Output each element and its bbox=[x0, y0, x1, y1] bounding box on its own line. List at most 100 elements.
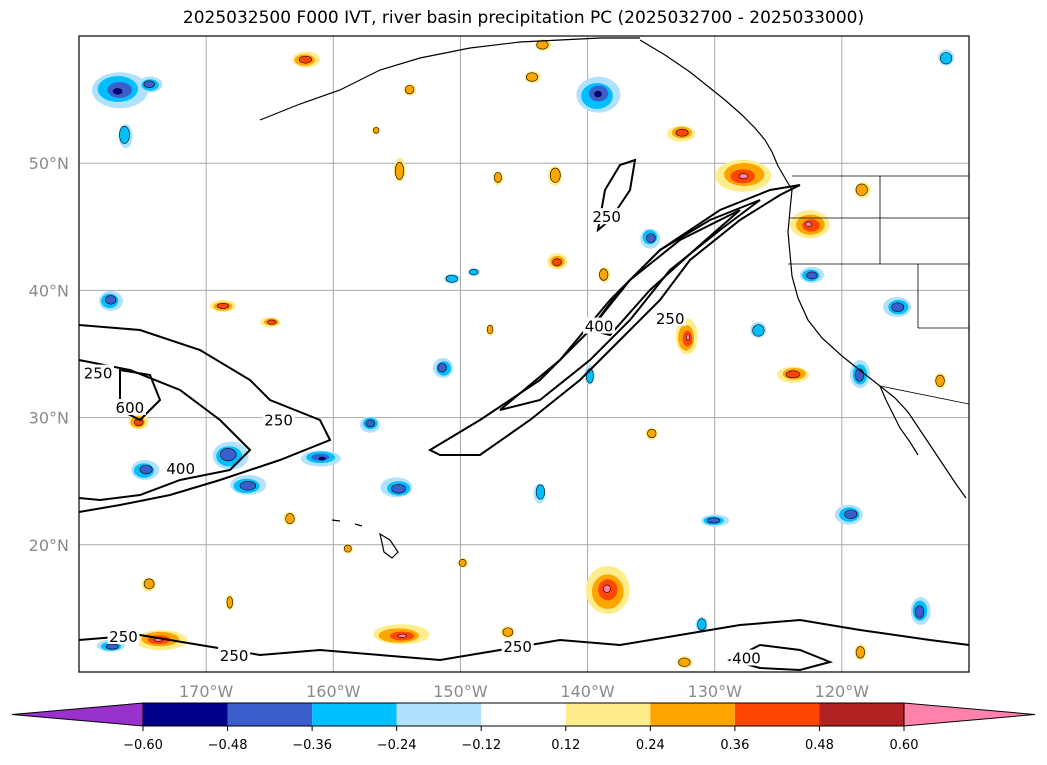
negative-pc-region bbox=[594, 90, 602, 98]
colorbar-tick-label: 0.48 bbox=[805, 738, 834, 753]
negative-pc-region bbox=[239, 481, 257, 491]
colorbar-segment bbox=[227, 703, 313, 726]
negative-pc-region bbox=[105, 295, 117, 305]
contour-label-bg bbox=[113, 398, 146, 415]
colorbar-segment bbox=[650, 703, 735, 726]
positive-pc-region bbox=[486, 324, 494, 335]
lat-tick-label: 50°N bbox=[29, 154, 69, 173]
positive-pc-region bbox=[785, 370, 801, 379]
negative-pc-region bbox=[469, 268, 479, 276]
positive-pc-region bbox=[675, 128, 689, 137]
negative-pc-region bbox=[318, 456, 326, 461]
contour-label: 400 bbox=[585, 318, 614, 336]
positive-pc-region bbox=[678, 657, 691, 667]
contour-label: 250 bbox=[220, 647, 249, 665]
ivt-contour-400-west bbox=[78, 359, 252, 502]
contour-label-bg bbox=[218, 647, 251, 664]
colorbar-tick-label: 0.24 bbox=[636, 738, 665, 753]
colorbar: −0.60 −0.48 −0.36 −0.24 −0.12 0.12 0.24 0.36 0.4… bbox=[11, 702, 1036, 753]
hawaii-islands bbox=[331, 519, 399, 559]
map-title: 2025032500 F000 IVT, river basin precipi… bbox=[182, 8, 865, 28]
baja-peninsula-coastline bbox=[879, 385, 919, 456]
positive-pc-region bbox=[549, 167, 561, 183]
contour-label-bg bbox=[164, 460, 197, 477]
colorbar-tick-label: −0.24 bbox=[377, 738, 417, 753]
contour-label-bg bbox=[82, 364, 115, 381]
ivt-contour-250-west bbox=[78, 324, 332, 513]
contour-label-bg bbox=[501, 638, 534, 655]
contour-label-bg bbox=[590, 208, 623, 225]
positive-pc-region bbox=[285, 513, 295, 524]
negative-pc-region bbox=[220, 448, 237, 462]
map-background bbox=[79, 36, 969, 672]
contour-label: 400 bbox=[732, 650, 761, 668]
negative-pc-region bbox=[914, 605, 925, 619]
lon-tick-label: 130°W bbox=[688, 682, 743, 701]
negative-pc-region bbox=[391, 484, 406, 494]
coastlines bbox=[259, 37, 967, 559]
contour-label: 250 bbox=[503, 638, 532, 656]
negative-pc-region bbox=[143, 80, 155, 89]
lon-tick-label: 170°W bbox=[179, 682, 234, 701]
positive-pc-region bbox=[226, 596, 233, 609]
lon-tick-label: 140°W bbox=[560, 682, 615, 701]
positive-pc-region bbox=[603, 584, 611, 593]
contour-label-bg bbox=[262, 411, 295, 428]
negative-pc-region bbox=[844, 509, 858, 519]
negative-pc-region bbox=[535, 484, 546, 500]
colorbar-segment bbox=[734, 703, 820, 726]
negative-pc-region bbox=[697, 618, 707, 631]
positive-pc-region bbox=[397, 633, 408, 638]
negative-pc-region bbox=[891, 302, 905, 312]
negative-pc-region bbox=[646, 233, 656, 243]
colorbar-under-arrow bbox=[11, 702, 144, 727]
colorbar-over-arrow bbox=[903, 702, 1036, 727]
colorbar-segment bbox=[481, 703, 566, 726]
positive-pc-region bbox=[143, 578, 155, 590]
positive-pc-region bbox=[458, 558, 467, 567]
lon-tick-label: 160°W bbox=[306, 682, 361, 701]
contour-label-bg bbox=[654, 309, 687, 326]
contour-label: 250 bbox=[84, 365, 113, 383]
state-borders bbox=[788, 175, 970, 405]
positive-pc-region bbox=[373, 127, 380, 134]
positive-pc-region bbox=[494, 172, 502, 183]
contour-label-bg bbox=[583, 317, 616, 334]
negative-pc-region bbox=[806, 271, 818, 280]
lon-tick-label: 150°W bbox=[433, 682, 488, 701]
positive-pc-region bbox=[217, 302, 230, 309]
colorbar-segment bbox=[565, 703, 651, 726]
lat-tick-label: 20°N bbox=[29, 536, 69, 555]
negative-pc-region bbox=[119, 125, 130, 144]
colorbar-segment bbox=[396, 703, 482, 726]
positive-pc-region bbox=[525, 72, 539, 82]
negative-pc-region bbox=[112, 88, 123, 95]
nevada-california-border bbox=[879, 176, 969, 329]
lat-tick-label: 40°N bbox=[29, 281, 69, 300]
negative-pc-region bbox=[365, 419, 376, 428]
negative-pc-region bbox=[940, 52, 953, 65]
colorbar-tick-label: −0.12 bbox=[461, 738, 501, 753]
positive-pc-region bbox=[343, 544, 352, 553]
contour-label: 250 bbox=[656, 310, 685, 328]
colorbar-frame bbox=[142, 702, 905, 727]
contour-label-bg bbox=[730, 649, 763, 666]
colorbar-tick-label: −0.60 bbox=[123, 738, 163, 753]
colorbar-tick-label: −0.48 bbox=[208, 738, 248, 753]
positive-pc-region bbox=[855, 183, 868, 196]
ivt-contour-400-south bbox=[727, 643, 834, 672]
ivt-contour-400-core bbox=[588, 209, 741, 337]
colorbar-tick-label: −0.36 bbox=[292, 738, 332, 753]
alaska-coastline bbox=[259, 37, 640, 121]
positive-pc-region bbox=[536, 40, 549, 50]
colorbar-tick-label: 0.60 bbox=[890, 738, 919, 753]
contour-label: 250 bbox=[264, 412, 293, 430]
positive-pc-region bbox=[502, 627, 514, 637]
positive-pc-region bbox=[599, 268, 609, 281]
map-frame bbox=[78, 35, 970, 673]
negative-pc-region bbox=[752, 324, 765, 337]
us-mexico-border bbox=[879, 385, 970, 405]
positive-pc-region bbox=[552, 258, 562, 266]
